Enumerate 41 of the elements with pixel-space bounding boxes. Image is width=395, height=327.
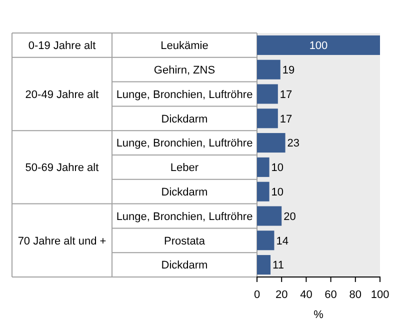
- data-label: 23: [287, 138, 300, 150]
- x-axis-title: %: [314, 309, 324, 321]
- y-tick-label: Dickdarm: [161, 113, 208, 126]
- bar: [257, 84, 278, 104]
- y-tick-label: Dickdarm: [161, 186, 208, 198]
- x-tick-label: 60: [324, 288, 337, 301]
- bar: [257, 206, 282, 226]
- bar: [257, 35, 380, 55]
- y-tick-label: Leber: [170, 162, 199, 174]
- y-tick-label: Lunge, Bronchien, Luftröhre: [116, 210, 253, 223]
- bar: [257, 108, 278, 128]
- x-tick-label: 40: [300, 288, 312, 301]
- y-tick-label: Leukämie: [160, 40, 208, 52]
- data-label: 10: [271, 162, 284, 174]
- text: 20-49 Jahre alt: [25, 88, 99, 101]
- x-tick-label: 100: [370, 288, 390, 301]
- text: 0-19 Jahre alt: [28, 40, 96, 52]
- text: 50-69 Jahre alt: [25, 162, 99, 174]
- bar: [257, 230, 274, 250]
- y-tick-label: Prostata: [164, 235, 206, 248]
- bar: [257, 60, 280, 80]
- bar: [257, 182, 270, 202]
- data-label: 100: [309, 40, 328, 52]
- y-tick-label: Lunge, Bronchien, Luftröhre: [116, 138, 253, 150]
- data-label: 20: [284, 210, 296, 223]
- bar: [257, 255, 271, 275]
- x-tick-label: 0: [254, 288, 260, 301]
- bar: [257, 157, 270, 177]
- data-label: 11: [272, 260, 284, 272]
- y-tick-label: Dickdarm: [161, 260, 208, 272]
- x-tick-label: 80: [349, 288, 362, 301]
- text: 70 Jahre alt und +: [18, 235, 106, 248]
- data-label: 10: [271, 186, 284, 198]
- data-label: 19: [282, 64, 295, 76]
- data-label: 17: [280, 113, 292, 126]
- y-tick-label: Gehirn, ZNS: [154, 64, 216, 76]
- data-label: 14: [276, 235, 288, 248]
- x-tick-label: 20: [275, 288, 288, 301]
- bar: [257, 133, 286, 153]
- y-tick-label: Lunge, Bronchien, Luftröhre: [116, 88, 253, 101]
- data-label: 17: [280, 88, 292, 101]
